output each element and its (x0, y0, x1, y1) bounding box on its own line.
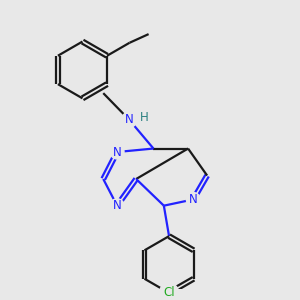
Circle shape (159, 283, 179, 300)
Circle shape (110, 199, 124, 213)
Text: N: N (113, 146, 122, 158)
Text: Cl: Cl (163, 286, 175, 299)
Circle shape (122, 112, 137, 128)
Text: N: N (125, 113, 134, 126)
Text: N: N (189, 193, 198, 206)
Circle shape (110, 145, 124, 159)
Text: H: H (140, 110, 148, 124)
Circle shape (186, 193, 200, 206)
Text: N: N (113, 199, 122, 212)
